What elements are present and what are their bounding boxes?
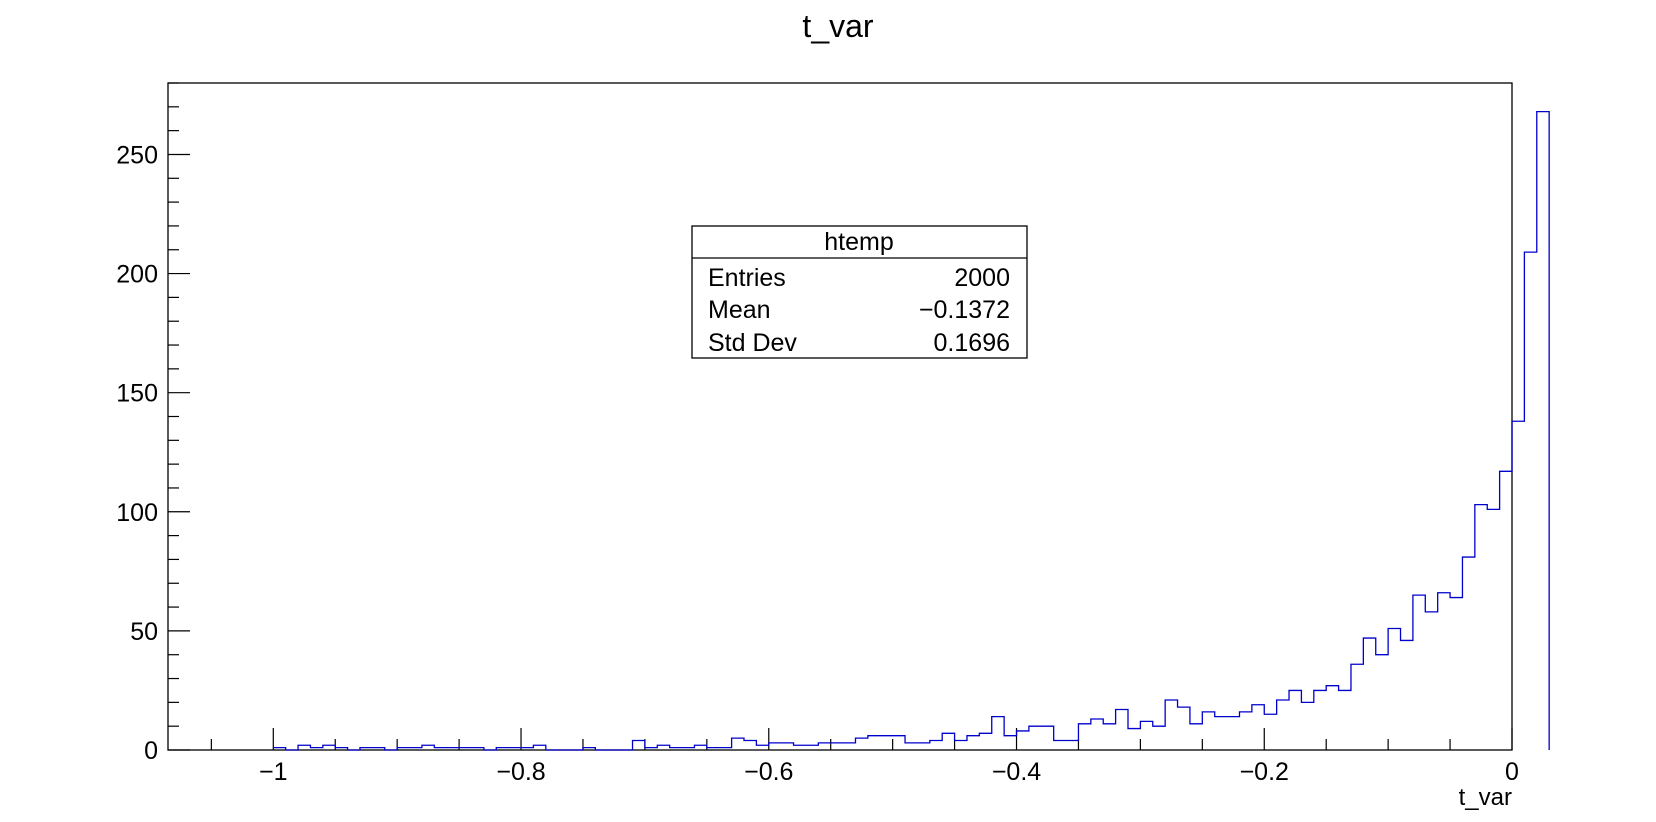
stats-box-frame (691, 225, 1028, 359)
plot-frame (167, 82, 1513, 751)
y-tick-label: 0 (144, 737, 158, 765)
y-tick-label: 50 (130, 618, 158, 646)
stats-stddev-value: 0.1696 (934, 329, 1010, 357)
x-tick-label: −0.4 (992, 758, 1041, 786)
stats-box: htemp Entries 2000 Mean −0.1372 Std Dev … (691, 225, 1028, 359)
y-tick-label: 100 (116, 499, 158, 527)
stats-mean-label: Mean (708, 296, 771, 324)
chart-title: t_var (802, 8, 873, 44)
x-tick-label: −1 (259, 758, 288, 786)
x-tick-label: −0.6 (744, 758, 793, 786)
y-tick-label: 250 (116, 141, 158, 169)
y-tick-label: 200 (116, 261, 158, 289)
x-tick-label: −0.2 (1240, 758, 1289, 786)
stats-entries-value: 2000 (954, 264, 1010, 292)
stats-box-title: htemp (824, 228, 893, 256)
x-tick-label: −0.8 (496, 758, 545, 786)
stats-entries-label: Entries (708, 264, 786, 292)
histogram-line (273, 110, 1550, 751)
stats-mean-value: −0.1372 (919, 296, 1010, 324)
stats-stddev-label: Std Dev (708, 329, 797, 357)
x-tick-label: 0 (1505, 758, 1519, 786)
x-axis: −1 −0.8 −0.6 −0.4 −0.2 0 (210, 728, 1519, 786)
y-axis: 0 50 100 150 200 250 (116, 82, 190, 765)
y-tick-label: 150 (116, 380, 158, 408)
x-axis-label: t_var (1459, 784, 1512, 811)
